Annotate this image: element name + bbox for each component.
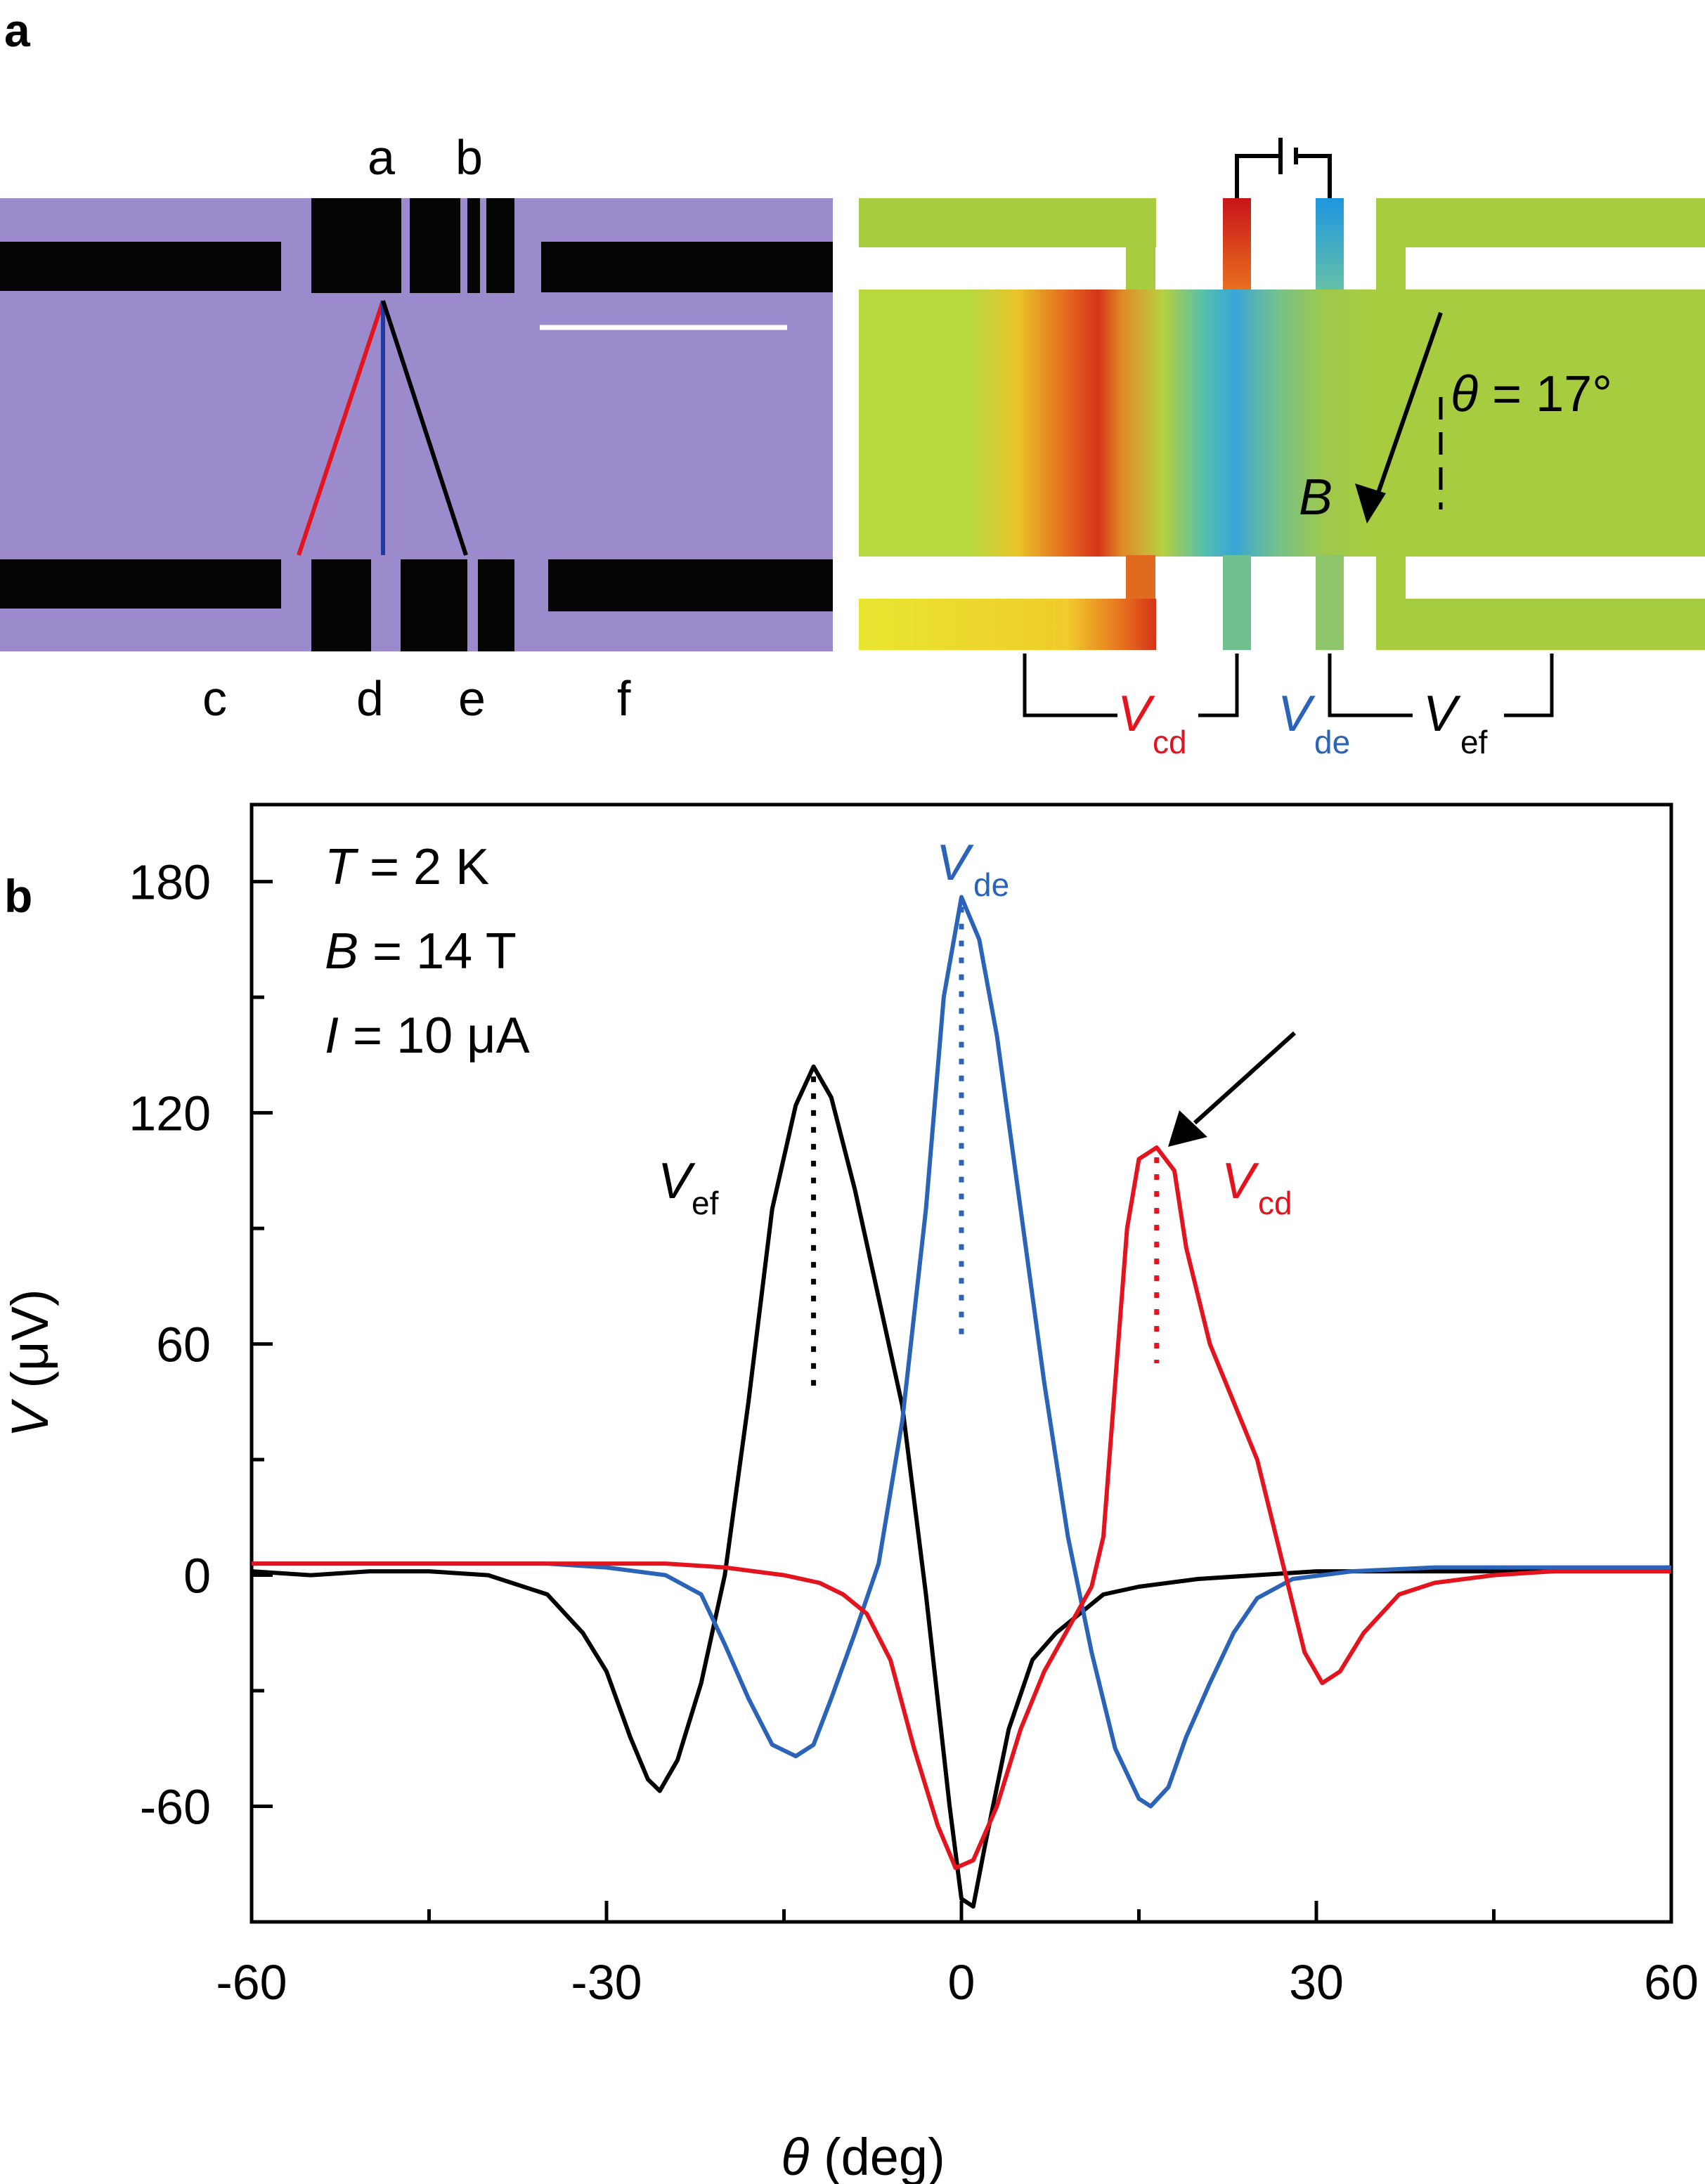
sim-vde-sub: de <box>1314 724 1350 760</box>
line-chart: -60 -30 0 30 60 -60 0 60 120 180 <box>129 802 1699 2010</box>
sim-vef-symbol: V <box>1423 686 1461 742</box>
sim-top-tab-cold <box>1316 198 1344 290</box>
sem-contact-d-left <box>311 559 371 651</box>
series-label-vde-sub: de <box>973 866 1009 903</box>
series-label-vcd: V <box>1221 1153 1259 1209</box>
sem-label-b: b <box>455 130 483 185</box>
field-arrow-head <box>1355 483 1386 524</box>
current-source-symbol <box>1235 138 1332 198</box>
series-label-vcd-sub: cd <box>1258 1185 1292 1221</box>
bracket-vcd-right <box>1198 654 1239 717</box>
series-line-de <box>252 895 1671 1809</box>
bracket-vcd-left <box>1023 654 1117 717</box>
series-group <box>252 895 1671 1909</box>
sem-top-slot-right <box>541 242 833 292</box>
sem-top-slot-left <box>0 242 281 291</box>
sem-label-c: c <box>202 671 227 726</box>
x-tick-label: 0 <box>948 1955 975 2010</box>
condition-temperature: T = 2 K <box>325 839 489 895</box>
x-tick-label: -60 <box>216 1955 287 2010</box>
sem-path-red <box>297 300 385 556</box>
sim-bottom-tab-d <box>1223 555 1251 650</box>
series-label-vef: V <box>658 1153 696 1209</box>
sem-path-black <box>381 300 468 556</box>
sem-image <box>0 198 833 651</box>
simulation-map <box>859 138 1705 717</box>
condition-field: B = 14 T <box>325 923 517 980</box>
sim-bottom-lead-left <box>859 599 1156 650</box>
sim-bottom-stub-f <box>1376 555 1406 599</box>
series-line-cd <box>252 1145 1671 1871</box>
sim-top-stub-2 <box>1376 246 1406 290</box>
sim-vde-symbol: V <box>1278 686 1316 742</box>
y-tick-label: 60 <box>156 1318 211 1372</box>
tick-labels: -60 -30 0 30 60 -60 0 60 120 180 <box>129 855 1699 2010</box>
y-tick-label: -60 <box>140 1780 211 1835</box>
panel-label-a: a <box>4 4 31 56</box>
x-tick-label: 60 <box>1644 1955 1699 2010</box>
sim-bottom-tab-e <box>1316 555 1344 650</box>
sim-vcd-symbol: V <box>1117 686 1155 742</box>
annotation-arrow-shaft <box>1193 1031 1297 1125</box>
y-tick-label: 180 <box>129 855 211 910</box>
bracket-vef-right <box>1504 654 1554 717</box>
sem-contact-a-right <box>410 198 460 293</box>
sem-contact-b <box>486 198 514 293</box>
annotation-arrow-head <box>1168 1110 1207 1147</box>
axis-ticks <box>249 880 1673 1924</box>
sem-label-f: f <box>617 671 631 726</box>
sem-contact-e <box>478 559 514 651</box>
sem-label-d: d <box>356 671 384 726</box>
sem-bottom-slot-left <box>0 559 281 609</box>
sim-vef-sub: ef <box>1460 724 1488 760</box>
y-tick-label: 120 <box>129 1086 211 1141</box>
sem-contact-b-gap <box>467 198 480 293</box>
sem-label-e: e <box>458 671 486 726</box>
series-label-vde: V <box>936 835 974 891</box>
series-line-ef <box>252 1064 1671 1909</box>
sem-label-a: a <box>368 130 395 185</box>
sim-vcd-sub: cd <box>1153 724 1187 760</box>
field-arrow-shaft <box>1374 312 1443 500</box>
x-tick-label: -30 <box>571 1955 642 2010</box>
sim-bottom-lead-right <box>1376 599 1705 650</box>
x-axis-title: θ (deg) <box>781 2128 945 2184</box>
condition-current: I = 10 μA <box>325 1008 530 1064</box>
sim-top-lead-left <box>859 198 1156 247</box>
sem-contact-d-right <box>401 559 467 651</box>
sim-bottom-stub-c <box>1126 555 1155 599</box>
bracket-vef-left <box>1328 654 1413 717</box>
sim-top-lead-right <box>1376 198 1705 247</box>
sem-contact-a-left <box>311 198 401 293</box>
sim-top-stub-1 <box>1126 246 1155 290</box>
x-tick-label: 30 <box>1289 1955 1344 2010</box>
panel-label-b: b <box>4 870 32 922</box>
sem-bottom-slot-right <box>548 559 833 611</box>
peak-markers <box>811 906 1160 1391</box>
y-axis-title: V (μV) <box>1 1289 59 1437</box>
theta-label-text: = 17° <box>1478 366 1612 422</box>
sim-top-tab-hot <box>1223 198 1251 290</box>
sim-main-bar <box>859 290 1705 557</box>
series-label-vef-sub: ef <box>692 1185 719 1221</box>
theta-label: θ = 17° <box>1451 366 1612 422</box>
y-tick-label: 0 <box>183 1549 211 1604</box>
field-label-b: B <box>1299 469 1333 526</box>
